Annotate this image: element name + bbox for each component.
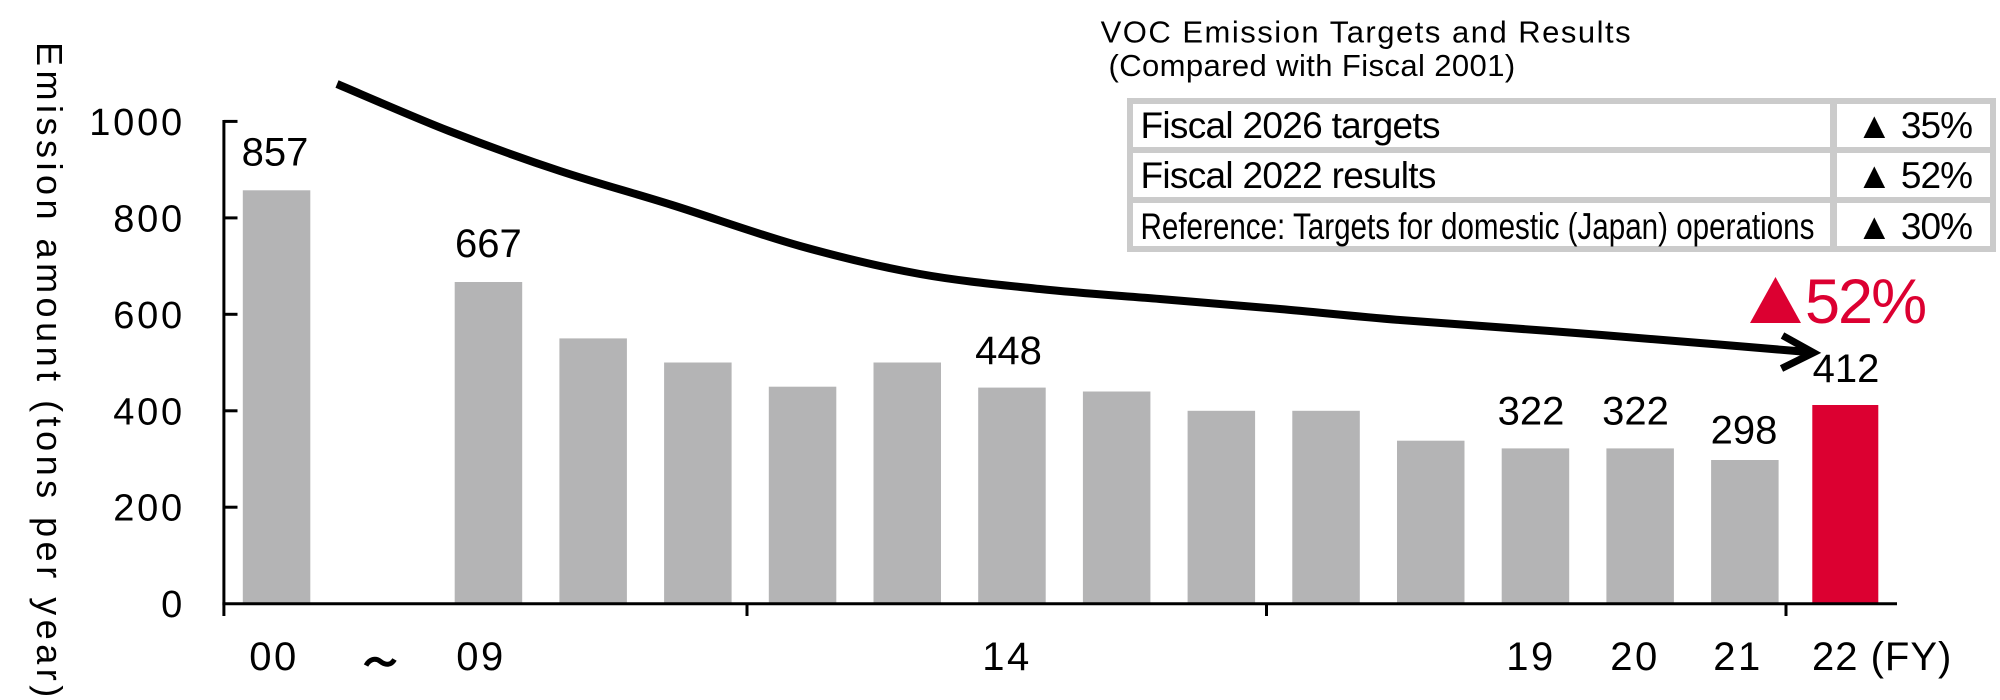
svg-text:412: 412 bbox=[1813, 347, 1880, 391]
svg-text:667: 667 bbox=[455, 222, 522, 266]
svg-text:200: 200 bbox=[113, 488, 185, 530]
svg-text:(Compared with Fiscal 2001): (Compared with Fiscal 2001) bbox=[1109, 48, 1516, 83]
svg-text:VOC Emission Targets and Resul: VOC Emission Targets and Results bbox=[1101, 14, 1633, 49]
svg-text:14: 14 bbox=[982, 635, 1032, 679]
svg-text:▲ 52%: ▲ 52% bbox=[1856, 155, 1972, 196]
svg-text:322: 322 bbox=[1602, 390, 1669, 434]
svg-text:▲ 35%: ▲ 35% bbox=[1856, 105, 1972, 146]
svg-text:20: 20 bbox=[1610, 635, 1660, 679]
svg-text:19: 19 bbox=[1506, 635, 1556, 679]
svg-text:1000: 1000 bbox=[89, 102, 185, 144]
svg-text:Reference: Targets for domesti: Reference: Targets for domestic (Japan) … bbox=[1141, 207, 1815, 248]
svg-text:322: 322 bbox=[1498, 390, 1565, 434]
svg-text:Fiscal 2022 results: Fiscal 2022 results bbox=[1141, 155, 1436, 196]
svg-text:09: 09 bbox=[456, 635, 506, 679]
svg-text:Emission amount (tons per year: Emission amount (tons per year) bbox=[29, 42, 70, 700]
svg-text:0: 0 bbox=[161, 584, 185, 626]
svg-text:Fiscal 2026 targets: Fiscal 2026 targets bbox=[1141, 105, 1441, 146]
svg-text:22 (FY): 22 (FY) bbox=[1812, 635, 1952, 679]
svg-text:298: 298 bbox=[1711, 409, 1778, 453]
svg-text:00: 00 bbox=[249, 635, 299, 679]
svg-text:857: 857 bbox=[242, 130, 309, 174]
svg-text:600: 600 bbox=[113, 295, 185, 337]
svg-text:▲ 30%: ▲ 30% bbox=[1856, 206, 1972, 247]
svg-text:800: 800 bbox=[113, 198, 185, 240]
svg-text:52%: 52% bbox=[1805, 267, 1925, 337]
svg-text:400: 400 bbox=[113, 391, 185, 433]
svg-text:448: 448 bbox=[975, 329, 1042, 373]
svg-text:21: 21 bbox=[1713, 635, 1763, 679]
